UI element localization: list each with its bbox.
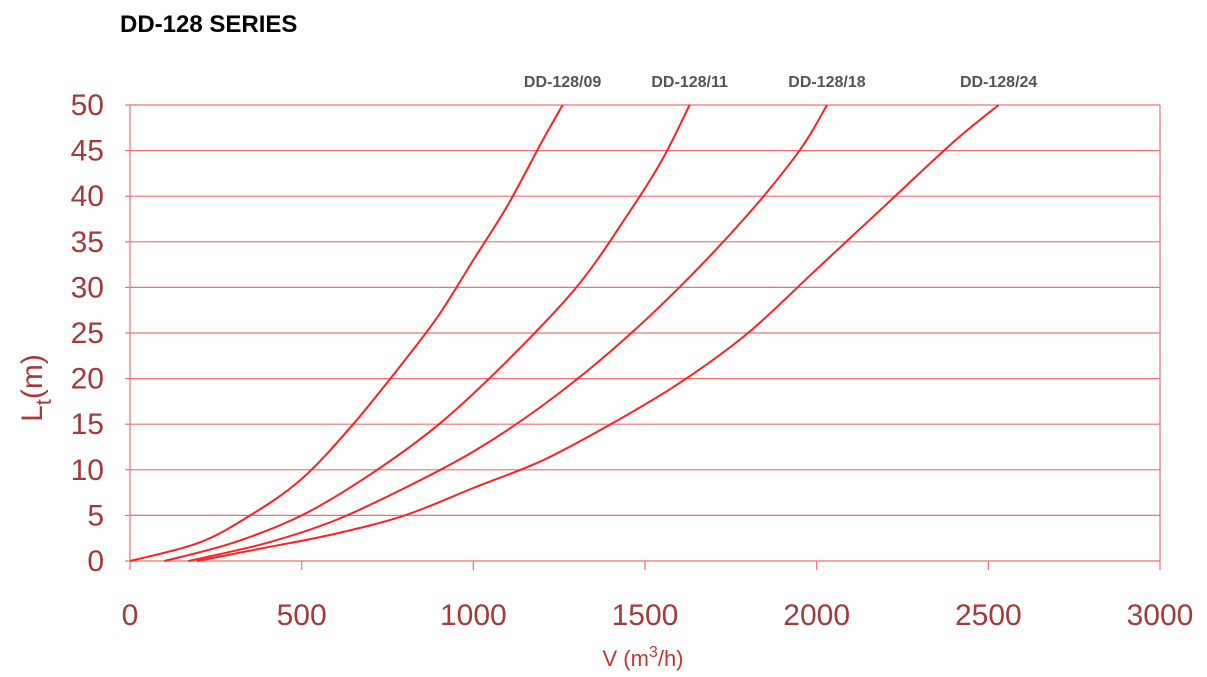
x-axis-label-sup: 3 bbox=[649, 644, 658, 661]
y-tick-label: 50 bbox=[71, 89, 104, 122]
y-axis-label: Lt(m) bbox=[16, 354, 56, 422]
series-lines bbox=[129, 104, 1000, 562]
y-axis-label-tail: (m) bbox=[16, 354, 49, 399]
series-line-2 bbox=[188, 104, 828, 562]
x-tick-label: 0 bbox=[122, 599, 139, 632]
x-tick-label: 500 bbox=[277, 599, 327, 632]
x-tick-label: 1500 bbox=[612, 599, 679, 632]
y-tick-label: 35 bbox=[71, 226, 104, 259]
x-tick-labels: 0 500 1000 1500 2000 2500 3000 bbox=[122, 599, 1194, 632]
y-tick-label: 15 bbox=[71, 408, 104, 441]
series-labels: DD-128/09 DD-128/11 DD-128/18 DD-128/24 bbox=[524, 74, 1038, 91]
chart-title: DD-128 SERIES bbox=[120, 11, 297, 38]
series-label-2: DD-128/18 bbox=[788, 74, 865, 91]
series-label-3: DD-128/24 bbox=[960, 74, 1037, 91]
grid bbox=[125, 104, 1161, 570]
x-axis-label-main: V (m bbox=[602, 646, 648, 671]
y-tick-label: 5 bbox=[87, 499, 104, 532]
x-tick-label: 2500 bbox=[955, 599, 1022, 632]
y-tick-label: 40 bbox=[71, 180, 104, 213]
y-tick-label: 30 bbox=[71, 271, 104, 304]
series-line-1 bbox=[164, 104, 691, 562]
x-axis-label-tail: /h) bbox=[658, 646, 684, 671]
y-axis-label-main: L bbox=[16, 405, 49, 422]
series-line-3 bbox=[196, 104, 1000, 562]
y-tick-label: 45 bbox=[71, 135, 104, 168]
y-tick-label: 25 bbox=[71, 317, 104, 350]
y-tick-label: 0 bbox=[87, 545, 104, 578]
y-tick-labels: 0 5 10 15 20 25 30 35 40 45 50 bbox=[71, 89, 104, 578]
series-line-0 bbox=[129, 104, 564, 562]
x-tick-label: 3000 bbox=[1127, 599, 1194, 632]
series-label-1: DD-128/11 bbox=[651, 74, 728, 91]
x-tick-label: 2000 bbox=[783, 599, 850, 632]
x-axis-label: V (m3/h) bbox=[602, 644, 683, 671]
y-tick-label: 20 bbox=[71, 363, 104, 396]
series-label-0: DD-128/09 bbox=[524, 74, 601, 91]
y-axis-label-sub: t bbox=[31, 399, 56, 405]
y-tick-label: 10 bbox=[71, 454, 104, 487]
x-tick-label: 1000 bbox=[440, 599, 507, 632]
